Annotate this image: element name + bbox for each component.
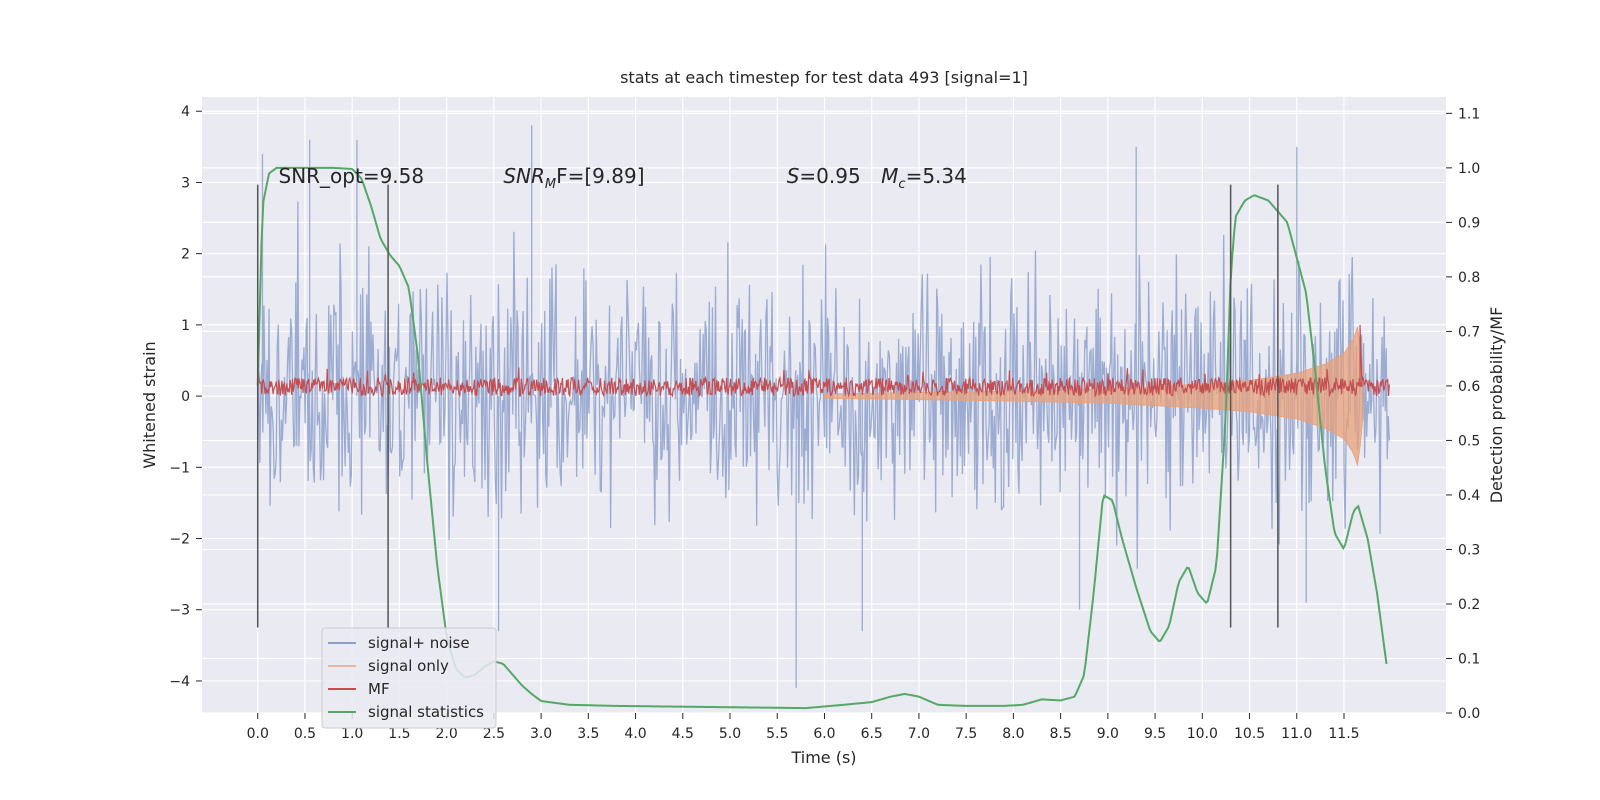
y-right-tick-label: 0.7 <box>1458 324 1480 340</box>
mf-line <box>257 324 1390 399</box>
y-right-tick-label: 0.8 <box>1458 270 1480 286</box>
y-tick-label: 3 <box>181 175 190 191</box>
s-value: =0.95 <box>799 164 860 188</box>
y-right-tick-label: 1.1 <box>1458 106 1480 122</box>
y-axis-right-label: Detection probability/MF <box>1487 307 1506 504</box>
mc-value: =5.34 <box>906 164 967 188</box>
x-tick-label: 3.0 <box>530 726 552 742</box>
snr-mf-subscript: M <box>545 177 556 192</box>
y-right-tick-label: 0.0 <box>1458 706 1480 722</box>
x-tick-label: 2.5 <box>483 726 505 742</box>
y-right-tick-label: 1.0 <box>1458 161 1480 177</box>
y-tick-label: 2 <box>181 247 190 263</box>
x-tick-label: 7.0 <box>908 726 930 742</box>
annotations: SNR_opt=9.58 SNRMF=[9.89] S=0.95 Mc=5.34 <box>279 164 967 192</box>
y-right-tick-label: 0.6 <box>1458 379 1480 395</box>
legend-box <box>321 627 497 729</box>
mc-subscript: c <box>898 177 905 192</box>
y-right-tick-label: 0.5 <box>1458 433 1480 449</box>
x-tick-label: 1.0 <box>341 726 363 742</box>
y-right-tick-label: 0.3 <box>1458 542 1480 558</box>
x-tick-label: 0.0 <box>247 726 269 742</box>
snr-mf-name: SNR <box>503 164 545 188</box>
x-tick-label: 8.5 <box>1049 726 1071 742</box>
legend: signal+ noise signal only MF signal statist… <box>321 627 497 729</box>
x-tick-label: 11.5 <box>1328 726 1359 742</box>
legend-entry: MF <box>368 680 390 698</box>
x-tick-label: 9.0 <box>1097 726 1119 742</box>
x-tick-label: 1.5 <box>388 726 410 742</box>
y-tick-label: 1 <box>181 318 190 334</box>
axes: 0.0 0.5 1.0 1.5 2.0 2.5 3.0 3.5 4.0 4.5 5.0 5.5 6.0 6… <box>169 104 1480 742</box>
x-tick-label: 8.0 <box>1002 726 1024 742</box>
x-axis-label: Time (s) <box>790 748 856 767</box>
s-annotation: S=0.95 <box>787 164 861 188</box>
x-tick-label: 7.5 <box>955 726 977 742</box>
x-tick-label: 5.5 <box>766 726 788 742</box>
y-tick-label: −3 <box>169 603 190 619</box>
x-tick-label: 6.5 <box>861 726 883 742</box>
s-name: S <box>787 164 800 188</box>
x-tick-label: 10.0 <box>1187 726 1218 742</box>
y-tick-label: 0 <box>181 389 190 405</box>
mc-annotation: Mc=5.34 <box>881 164 967 192</box>
y-right-tick-label: 0.2 <box>1458 597 1480 613</box>
chart-title: stats at each timestep for test data 493… <box>620 68 1028 87</box>
y-right-tick-label: 0.4 <box>1458 488 1480 504</box>
x-tick-label: 9.5 <box>1144 726 1166 742</box>
legend-entry: signal only <box>368 657 449 675</box>
x-tick-label: 10.5 <box>1234 726 1265 742</box>
x-tick-label: 0.5 <box>294 726 316 742</box>
x-tick-label: 11.0 <box>1281 726 1312 742</box>
x-tick-label: 3.5 <box>577 726 599 742</box>
y-axis-label: Whitened strain <box>140 341 159 468</box>
snr-mf-value: F=[9.89] <box>556 164 644 188</box>
marker-lines <box>256 184 1279 628</box>
x-tick-label: 4.5 <box>672 726 694 742</box>
mc-name: M <box>881 164 898 188</box>
plot-area <box>202 97 1446 714</box>
legend-entry: signal+ noise <box>368 634 470 652</box>
y-tick-label: −1 <box>169 460 190 476</box>
y-tick-label: −2 <box>169 532 190 548</box>
y-tick-label: −4 <box>169 674 190 690</box>
x-tick-label: 5.0 <box>719 726 741 742</box>
y-tick-label: 4 <box>181 104 190 120</box>
legend-entry: signal statistics <box>368 703 484 721</box>
x-tick-label: 6.0 <box>813 726 835 742</box>
x-tick-label: 2.0 <box>436 726 458 742</box>
snr-mf-annotation: SNRMF=[9.89] <box>503 164 644 192</box>
signal-plus-noise-line <box>257 125 1390 689</box>
y-right-tick-label: 0.9 <box>1458 215 1480 231</box>
x-tick-label: 4.0 <box>624 726 646 742</box>
snr-opt-annotation: SNR_opt=9.58 <box>279 164 425 188</box>
y-right-tick-label: 0.1 <box>1458 651 1480 667</box>
